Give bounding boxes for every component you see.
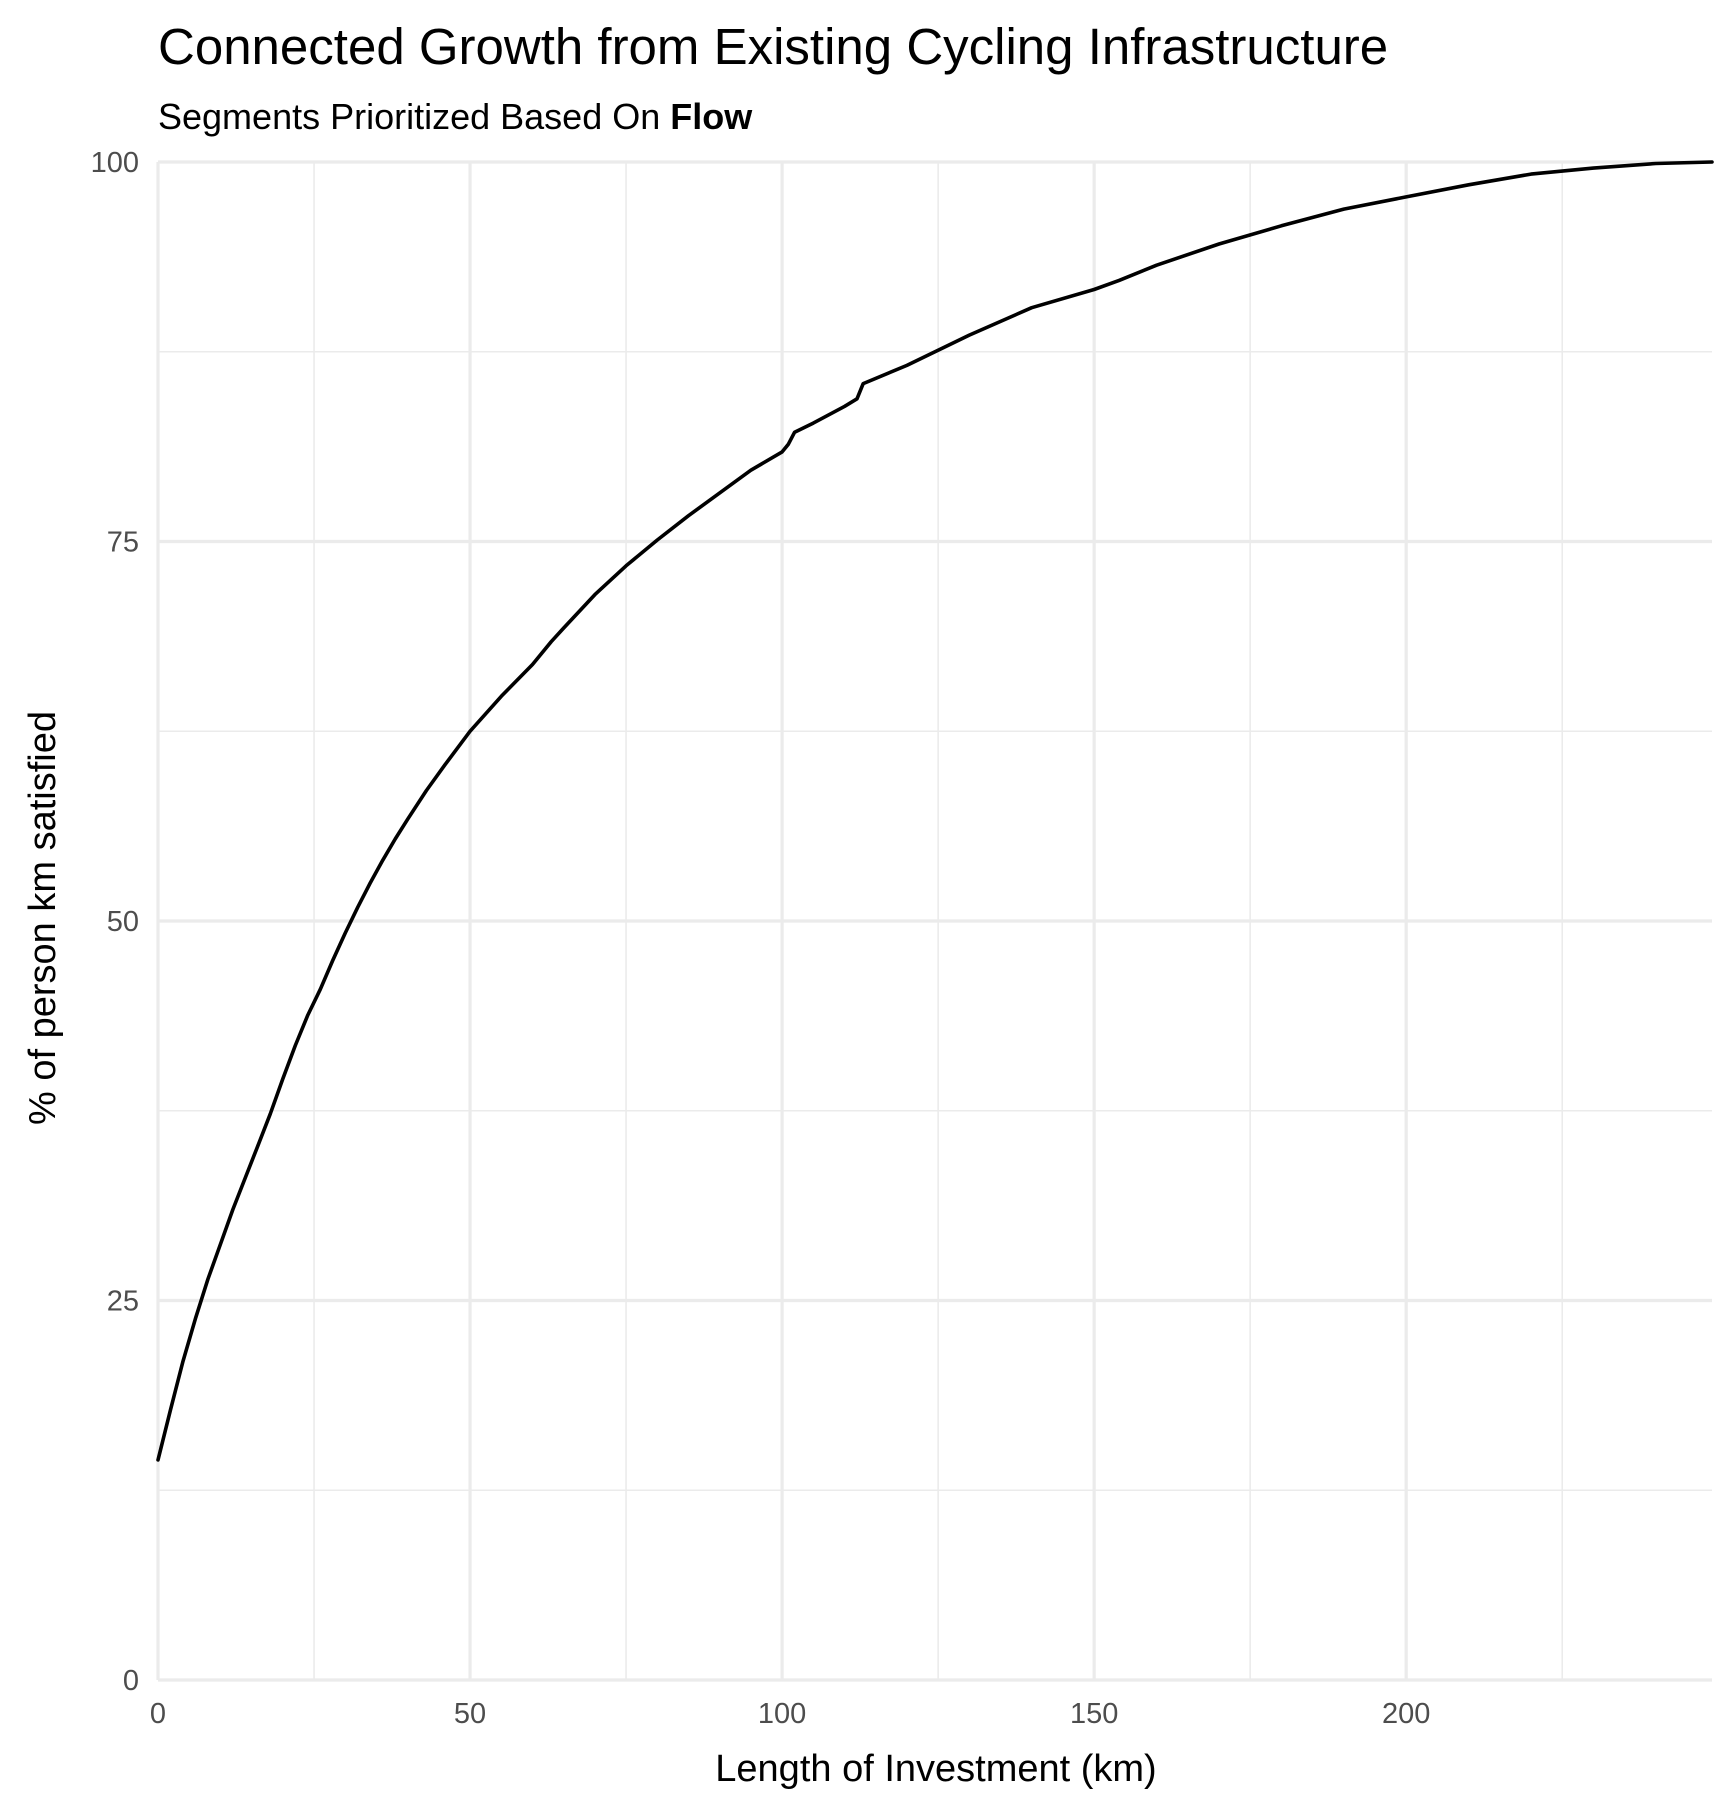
x-tick-label: 100 xyxy=(758,1698,806,1730)
major-gridlines xyxy=(156,160,1712,1682)
y-tick-label: 100 xyxy=(91,147,139,179)
y-tick-label: 75 xyxy=(107,527,139,559)
x-axis-ticks: 0 50 100 150 200 xyxy=(150,1698,1430,1730)
x-tick-label: 200 xyxy=(1382,1698,1430,1730)
y-tick-label: 50 xyxy=(107,906,139,938)
chart-subtitle-prefix: Segments Prioritized Based On xyxy=(158,96,670,137)
x-tick-label: 0 xyxy=(150,1698,166,1730)
x-axis-label: Length of Investment (km) xyxy=(715,1748,1156,1790)
y-tick-label: 0 xyxy=(123,1665,139,1697)
x-tick-label: 50 xyxy=(454,1698,486,1730)
plot-area xyxy=(156,160,1714,1462)
y-axis-ticks: 0 25 50 75 100 xyxy=(91,147,139,1697)
x-tick-label: 150 xyxy=(1070,1698,1118,1730)
chart-subtitle: Segments Prioritized Based On Flow xyxy=(158,96,753,137)
chart-subtitle-emphasis: Flow xyxy=(670,96,753,137)
series-line xyxy=(156,160,1714,1462)
y-tick-label: 25 xyxy=(107,1286,139,1318)
chart-title: Connected Growth from Existing Cycling I… xyxy=(158,18,1388,75)
y-axis-label: % of person km satisfied xyxy=(22,711,64,1125)
